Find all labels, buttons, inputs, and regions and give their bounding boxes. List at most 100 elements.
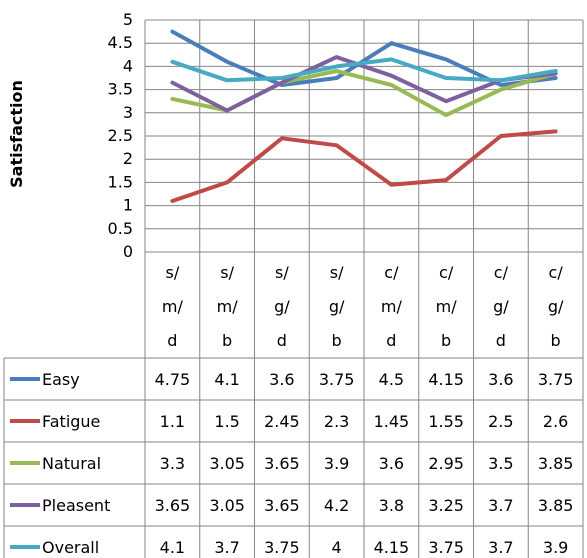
data-point	[554, 69, 558, 73]
data-point	[499, 88, 503, 92]
data-label: 3.6	[269, 370, 294, 389]
data-point	[280, 76, 284, 80]
y-tick-label: 3	[123, 103, 133, 122]
data-point	[170, 97, 174, 101]
data-label: 1.45	[374, 412, 410, 431]
x-tick-label: s/	[166, 263, 180, 282]
data-point	[225, 180, 229, 184]
data-point	[444, 57, 448, 61]
data-label: 4.2	[324, 496, 349, 515]
x-tick-label: d	[277, 331, 287, 350]
data-label: 4.1	[214, 370, 239, 389]
data-point	[225, 108, 229, 112]
data-label: 1.5	[214, 412, 239, 431]
x-tick-label: g/	[329, 297, 345, 316]
tick-labels: 0 0.5 1 1.5 2 2.5 3 3.5 4 4.5 5 s/m/d s/m/b s/g/d s/g/…	[108, 10, 564, 350]
x-tick-label: m/	[381, 297, 403, 316]
data-point	[335, 69, 339, 73]
series-line	[170, 55, 558, 113]
data-label: 3.75	[428, 538, 464, 557]
data-label: 3.7	[214, 538, 239, 557]
data-label: 3.75	[264, 538, 300, 557]
data-point	[554, 76, 558, 80]
data-label: 3.25	[428, 496, 464, 515]
data-label: 3.05	[209, 454, 245, 473]
data-point	[389, 74, 393, 78]
data-label: 2.45	[264, 412, 300, 431]
data-point	[170, 81, 174, 85]
y-tick-label: 4.5	[108, 33, 133, 52]
data-label: 3.85	[538, 496, 574, 515]
data-point	[225, 60, 229, 64]
series-line	[170, 57, 558, 83]
y-tick-label: 2.5	[108, 126, 133, 145]
x-tick-label: g/	[493, 297, 509, 316]
data-label: 3.6	[488, 370, 513, 389]
x-tick-label: d	[167, 331, 177, 350]
data-point	[499, 83, 503, 87]
data-point	[335, 64, 339, 68]
x-tick-label: m/	[217, 297, 239, 316]
data-point	[335, 55, 339, 59]
data-point	[444, 178, 448, 182]
x-tick-label: c/	[549, 263, 564, 282]
data-point	[389, 183, 393, 187]
series-line	[170, 129, 558, 203]
x-tick-label: s/	[330, 263, 344, 282]
x-tick-label: m/	[162, 297, 184, 316]
data-point	[225, 78, 229, 82]
data-point	[444, 99, 448, 103]
y-tick-label: 1	[123, 196, 133, 215]
data-label: 4.1	[160, 538, 185, 557]
data-label: 2.3	[324, 412, 349, 431]
y-axis-label: Satisfaction	[7, 80, 26, 188]
data-point	[170, 60, 174, 64]
data-point	[170, 199, 174, 203]
x-tick-label: c/	[384, 263, 399, 282]
data-label: 3.8	[379, 496, 404, 515]
legend-entry: Fatigue	[42, 412, 100, 431]
data-label: 3.75	[319, 370, 355, 389]
data-label: 3.5	[488, 454, 513, 473]
x-tick-label: s/	[275, 263, 289, 282]
data-point	[335, 76, 339, 80]
data-label: 3.9	[324, 454, 349, 473]
x-tick-label: c/	[494, 263, 509, 282]
data-label: 4.5	[379, 370, 404, 389]
data-point	[389, 57, 393, 61]
y-tick-label: 2	[123, 149, 133, 168]
y-tick-label: 1.5	[108, 172, 133, 191]
data-point	[170, 30, 174, 34]
legend-entry: Pleasent	[42, 496, 110, 515]
x-tick-label: s/	[220, 263, 234, 282]
data-point	[444, 76, 448, 80]
x-tick-label: b	[222, 331, 232, 350]
y-tick-label: 5	[123, 10, 133, 29]
data-point	[389, 83, 393, 87]
data-label: 3.7	[488, 496, 513, 515]
data-label: 3.85	[538, 454, 574, 473]
x-tick-label: d	[386, 331, 396, 350]
data-label: 4	[332, 538, 342, 557]
x-tick-label: b	[441, 331, 451, 350]
data-label: 3.9	[543, 538, 568, 557]
legend-entry: Natural	[42, 454, 101, 473]
data-label: 4.15	[428, 370, 464, 389]
data-label: 3.05	[209, 496, 245, 515]
legend-entry: Overall	[42, 538, 99, 557]
y-tick-label: 0.5	[108, 219, 133, 238]
x-tick-label: b	[332, 331, 342, 350]
data-point	[499, 134, 503, 138]
data-label: 1.1	[160, 412, 185, 431]
x-tick-label: g/	[548, 297, 564, 316]
series-lines	[170, 29, 558, 203]
data-label: 4.15	[374, 538, 410, 557]
data-point	[280, 81, 284, 85]
data-label: 3.6	[379, 454, 404, 473]
data-point	[444, 113, 448, 117]
data-label: 4.75	[155, 370, 191, 389]
data-point	[554, 129, 558, 133]
y-tick-label: 3.5	[108, 80, 133, 99]
data-label: 2.6	[543, 412, 568, 431]
